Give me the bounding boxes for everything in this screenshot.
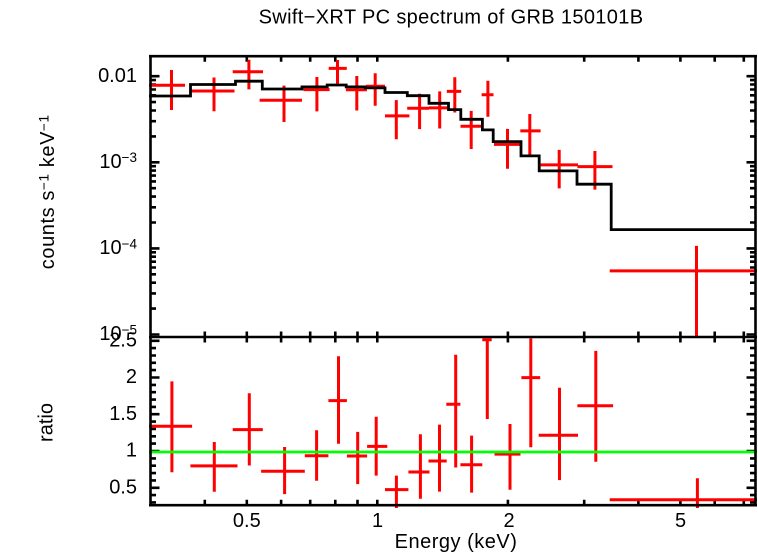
svg-text:Energy (keV): Energy (keV) <box>395 531 518 553</box>
svg-text:5: 5 <box>675 510 686 532</box>
svg-text:1: 1 <box>372 510 383 532</box>
svg-text:2: 2 <box>503 510 514 532</box>
svg-text:Swift−XRT PC spectrum of GRB 1: Swift−XRT PC spectrum of GRB 150101B <box>259 7 644 29</box>
svg-text:0.5: 0.5 <box>233 510 261 532</box>
svg-text:1: 1 <box>126 440 137 462</box>
svg-text:0.5: 0.5 <box>109 476 137 498</box>
svg-text:0.01: 0.01 <box>98 65 137 87</box>
svg-text:1.5: 1.5 <box>109 403 137 425</box>
svg-text:2: 2 <box>126 366 137 388</box>
svg-text:2.5: 2.5 <box>109 329 137 351</box>
svg-text:counts s−1 keV−1: counts s−1 keV−1 <box>36 114 59 269</box>
svg-text:ratio: ratio <box>36 403 58 442</box>
